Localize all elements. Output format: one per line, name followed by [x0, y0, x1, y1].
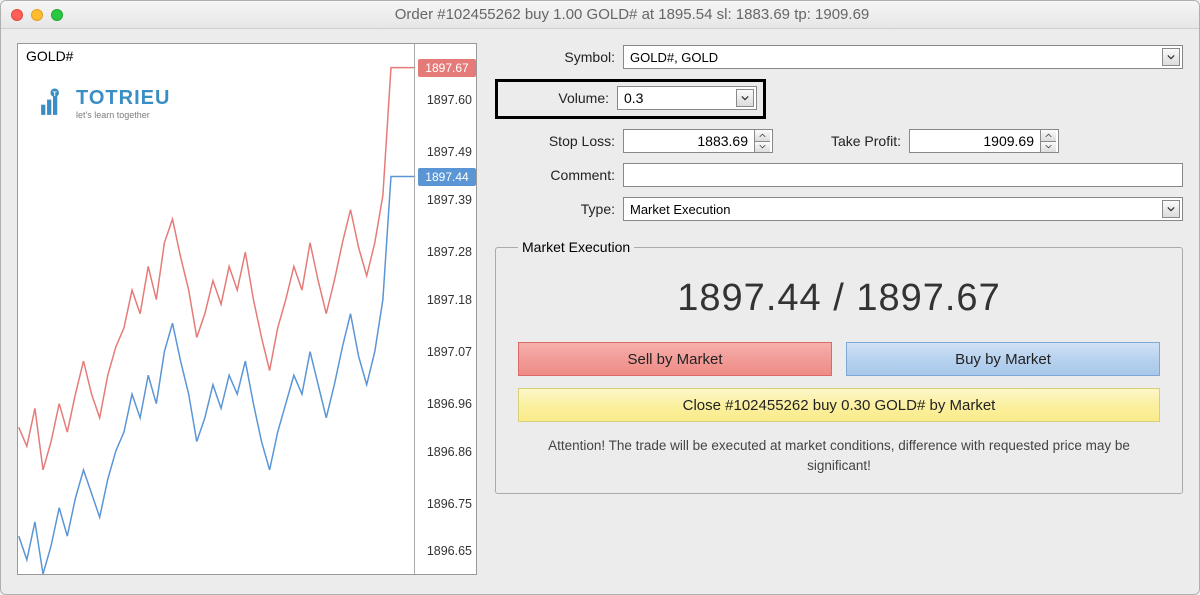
spin-up-icon[interactable]: [1040, 130, 1056, 142]
y-axis-label: 1897.28: [427, 245, 472, 259]
comment-label: Comment:: [495, 167, 615, 183]
y-axis-label: 1896.65: [427, 544, 472, 558]
buy-by-market-button[interactable]: Buy by Market: [846, 342, 1160, 376]
stoploss-input[interactable]: [624, 130, 754, 152]
window-title: Order #102455262 buy 1.00 GOLD# at 1895.…: [75, 6, 1189, 23]
quote-display: 1897.44 / 1897.67: [518, 277, 1160, 320]
symbol-label: Symbol:: [495, 49, 615, 65]
price-lines: [18, 44, 416, 574]
volume-input[interactable]: [624, 87, 730, 109]
dropdown-icon[interactable]: [736, 89, 754, 107]
attention-text: Attention! The trade will be executed at…: [518, 436, 1160, 477]
ask-price: 1897.67: [856, 277, 1000, 319]
type-label: Type:: [495, 201, 615, 217]
bid-price-tag: 1897.44: [418, 168, 476, 186]
y-axis-label: 1897.49: [427, 145, 472, 159]
spin-down-icon[interactable]: [1040, 142, 1056, 153]
y-axis-label: 1896.86: [427, 445, 472, 459]
sell-by-market-button[interactable]: Sell by Market: [518, 342, 832, 376]
titlebar[interactable]: Order #102455262 buy 1.00 GOLD# at 1895.…: [1, 1, 1199, 29]
symbol-select[interactable]: GOLD#, GOLD: [623, 45, 1183, 69]
ask-price-tag: 1897.67: [418, 59, 476, 77]
traffic-lights: [11, 9, 63, 21]
y-axis-label: 1897.07: [427, 345, 472, 359]
close-window-icon[interactable]: [11, 9, 23, 21]
minimize-window-icon[interactable]: [31, 9, 43, 21]
y-axis-label: 1897.39: [427, 193, 472, 207]
y-axis-label: 1896.75: [427, 497, 472, 511]
bid-price: 1897.44: [677, 277, 821, 319]
order-window: Order #102455262 buy 1.00 GOLD# at 1895.…: [0, 0, 1200, 595]
market-execution-group: Market Execution 1897.44 / 1897.67 Sell …: [495, 239, 1183, 494]
exec-legend: Market Execution: [518, 239, 634, 255]
order-form: Symbol: GOLD#, GOLD Volume: Stop Loss:: [495, 43, 1183, 578]
y-axis-label: 1897.60: [427, 93, 472, 107]
stoploss-label: Stop Loss:: [495, 133, 615, 149]
content-area: GOLD# T TOTRIEU let's learn together 189…: [1, 29, 1199, 594]
y-axis: 1897.60 1897.49 1897.39 1897.28 1897.18 1897.…: [414, 44, 476, 574]
y-axis-label: 1897.18: [427, 293, 472, 307]
y-axis-label: 1896.96: [427, 397, 472, 411]
takeprofit-spinbox[interactable]: [909, 129, 1059, 153]
tick-chart: GOLD# T TOTRIEU let's learn together 189…: [17, 43, 477, 575]
dropdown-icon[interactable]: [1162, 48, 1180, 66]
volume-highlight: Volume:: [495, 79, 766, 119]
volume-combo[interactable]: [617, 86, 757, 110]
dropdown-icon[interactable]: [1162, 200, 1180, 218]
close-order-button[interactable]: Close #102455262 buy 0.30 GOLD# by Marke…: [518, 388, 1160, 422]
takeprofit-label: Take Profit:: [801, 133, 901, 149]
type-select[interactable]: Market Execution: [623, 197, 1183, 221]
symbol-value: GOLD#, GOLD: [630, 50, 718, 65]
spin-up-icon[interactable]: [754, 130, 770, 142]
comment-input[interactable]: [623, 163, 1183, 187]
spin-down-icon[interactable]: [754, 142, 770, 153]
zoom-window-icon[interactable]: [51, 9, 63, 21]
volume-label: Volume:: [504, 90, 609, 106]
stoploss-spinbox[interactable]: [623, 129, 773, 153]
takeprofit-input[interactable]: [910, 130, 1040, 152]
type-value: Market Execution: [630, 202, 730, 217]
